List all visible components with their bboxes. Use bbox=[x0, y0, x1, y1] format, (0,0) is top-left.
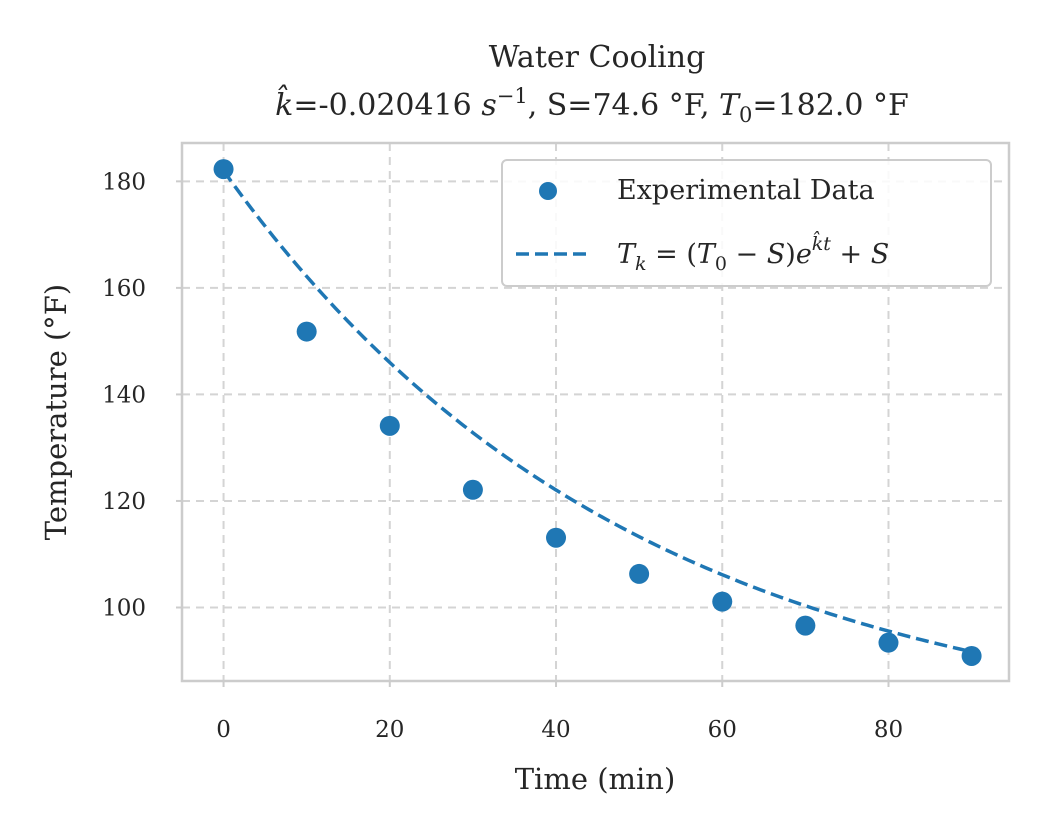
k-hat-value: -0.020416 bbox=[318, 88, 471, 123]
k-unit: s bbox=[481, 88, 496, 123]
y-tick-label: 100 bbox=[102, 595, 146, 621]
data-point bbox=[629, 563, 650, 584]
data-point bbox=[213, 159, 234, 180]
data-point bbox=[462, 479, 483, 500]
data-point bbox=[546, 527, 567, 548]
x-tick-label: 40 bbox=[541, 717, 570, 743]
model-curve-line bbox=[222, 169, 972, 654]
y-tick-label: 180 bbox=[102, 169, 146, 195]
data-point bbox=[961, 645, 982, 666]
x-tick-label: 20 bbox=[375, 717, 404, 743]
legend-label-model: Tk = (T0 − S)ek̂t + S bbox=[617, 230, 889, 275]
x-axis-label: Time (min) bbox=[515, 762, 676, 796]
s-unit: °F bbox=[669, 88, 704, 123]
data-point bbox=[795, 615, 816, 636]
x-tick-label: 0 bbox=[216, 717, 231, 743]
t0-value: 182.0 bbox=[778, 88, 864, 123]
k-hat-symbol: k̂ bbox=[275, 84, 293, 123]
data-point bbox=[379, 415, 400, 436]
k-unit-exponent: −1 bbox=[497, 84, 528, 108]
y-tick-label: 120 bbox=[102, 489, 146, 515]
x-tick-label: 60 bbox=[708, 717, 737, 743]
y-tick-label: 160 bbox=[102, 276, 146, 302]
t0-unit: °F bbox=[873, 88, 909, 123]
legend-marker-scatter bbox=[539, 182, 557, 200]
data-series bbox=[213, 159, 982, 666]
plot-frame bbox=[180, 141, 1011, 683]
y-axis-label: Temperature (°F) bbox=[39, 284, 73, 540]
data-point bbox=[878, 632, 899, 653]
axis-ticks: 0 20 40 60 80 100 120 140 160 180 bbox=[102, 169, 903, 743]
chart-subtitle: k̂=-0.020416 s−1, S=74.6 °F, T0=182.0 °F bbox=[275, 84, 909, 127]
legend: Experimental Data Tk = (T0 − S)ek̂t + S bbox=[501, 159, 992, 287]
chart-title: Water Cooling bbox=[489, 40, 706, 75]
data-point bbox=[712, 591, 733, 612]
x-tick-label: 80 bbox=[874, 717, 903, 743]
legend-box bbox=[501, 159, 992, 287]
legend-label-experimental: Experimental Data bbox=[617, 175, 875, 206]
y-tick-label: 140 bbox=[102, 382, 146, 408]
data-point bbox=[296, 321, 317, 342]
s-value: 74.6 bbox=[592, 88, 659, 123]
